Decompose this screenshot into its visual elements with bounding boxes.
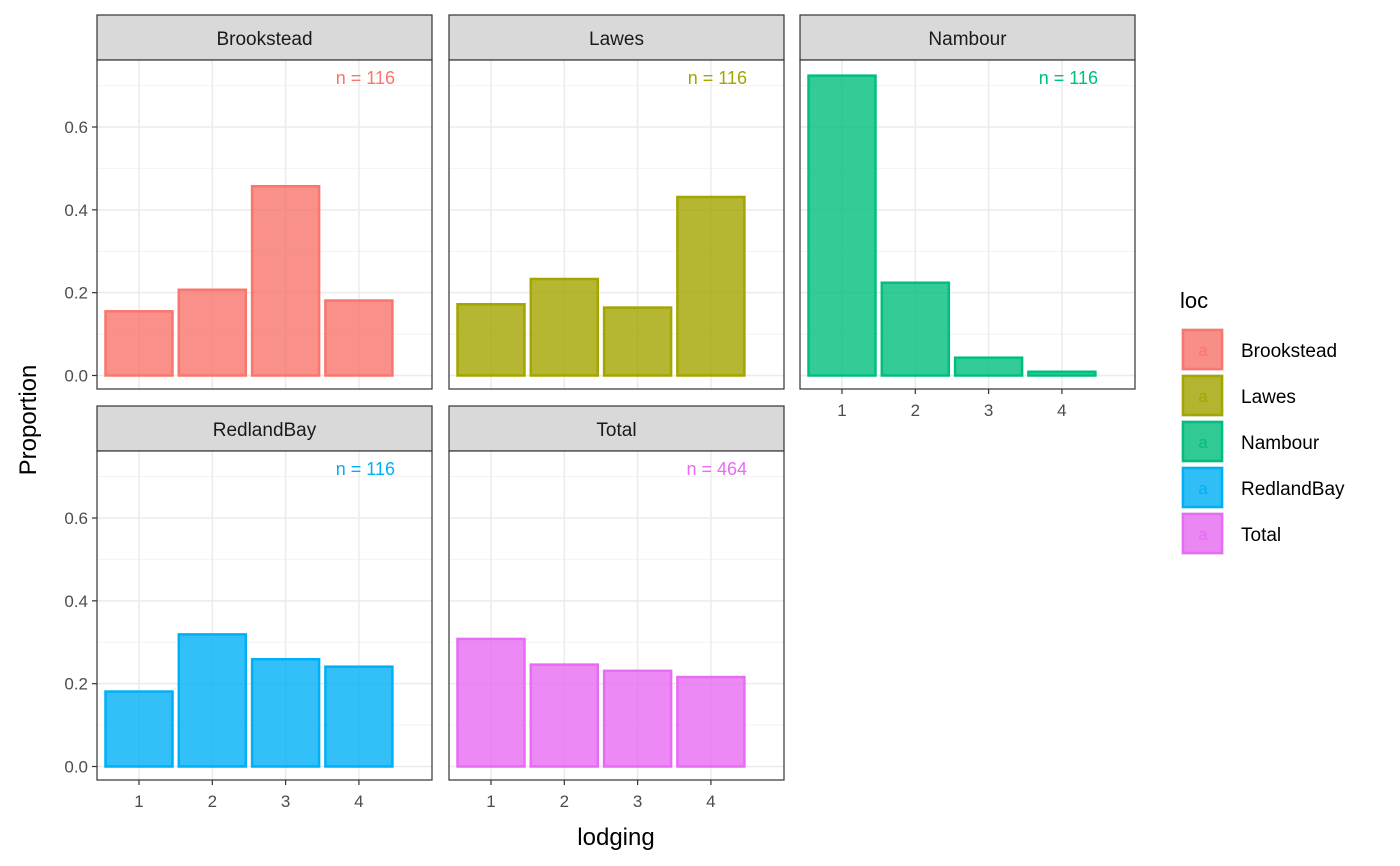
y-tick-label: 0.0 — [64, 758, 88, 777]
facet-strip-label: Total — [596, 420, 636, 441]
bar-redlandbay-2 — [177, 633, 248, 768]
x-tick-label: 1 — [486, 792, 495, 811]
n-label: n = 116 — [336, 68, 395, 88]
bar-brookstead-2 — [177, 288, 248, 377]
x-tick-label: 3 — [281, 792, 290, 811]
bar-nambour-2 — [880, 281, 951, 377]
y-tick-label: 0.2 — [64, 284, 88, 303]
facet-nambour: Nambour n = 116 1 2 3 4 — [799, 14, 1136, 420]
panel-border — [96, 450, 433, 781]
bar-total-4 — [676, 675, 746, 768]
bar-brookstead-3 — [250, 184, 321, 377]
legend-title: loc — [1180, 288, 1208, 313]
facet-strip — [96, 405, 433, 452]
legend-swatch — [1181, 466, 1224, 509]
y-tick-label: 0.4 — [64, 592, 88, 611]
facet-strip-label: Lawes — [589, 29, 644, 50]
legend-key-glyph: a — [1198, 387, 1208, 406]
legend-item-total: a Total — [1181, 512, 1281, 555]
bar-total-2 — [529, 663, 600, 768]
bar-lawes-3 — [602, 306, 673, 377]
bar-redlandbay-1 — [104, 690, 174, 768]
legend-key-glyph: a — [1198, 479, 1208, 498]
legend-key-glyph: a — [1198, 525, 1208, 544]
facet-redlandbay: RedlandBay n = 116 0.0 0.2 0.4 0.6 1 2 3 4 — [64, 405, 433, 811]
legend-item-lawes: a Lawes — [1181, 374, 1296, 417]
y-tick-label: 0.4 — [64, 201, 88, 220]
bar-nambour-3 — [953, 356, 1024, 377]
x-tick-label: 4 — [354, 792, 363, 811]
legend-key-glyph: a — [1198, 341, 1208, 360]
x-tick-label: 1 — [134, 792, 143, 811]
facet-panels: Brookstead n = 116 0.0 0.2 0.4 0.6 Lawes n = 11… — [64, 14, 1136, 811]
legend-swatch — [1181, 328, 1224, 371]
legend-item-brookstead: a Brookstead — [1181, 328, 1337, 371]
legend-label: Total — [1241, 525, 1281, 546]
legend-item-nambour: a Nambour — [1181, 420, 1320, 463]
bar-lawes-2 — [529, 277, 600, 377]
n-label: n = 464 — [686, 459, 747, 479]
facet-strip — [799, 14, 1136, 61]
x-tick-label: 2 — [208, 792, 217, 811]
facet-strip-label: RedlandBay — [213, 420, 317, 441]
x-tick-label: 2 — [911, 401, 920, 420]
n-label: n = 116 — [688, 68, 747, 88]
bar-total-3 — [602, 669, 673, 768]
facet-brookstead: Brookstead n = 116 0.0 0.2 0.4 0.6 — [64, 14, 433, 390]
x-tick-label: 1 — [837, 401, 846, 420]
bar-redlandbay-3 — [250, 657, 321, 768]
bar-redlandbay-4 — [324, 665, 394, 768]
facet-strip — [96, 14, 433, 61]
bar-brookstead-4 — [324, 299, 394, 377]
legend: loc a Brookstead a Lawes a Nambour a RedlandBay… — [1180, 288, 1345, 555]
legend-swatch — [1181, 374, 1224, 417]
facet-lawes: Lawes n = 116 — [448, 14, 785, 390]
bar-nambour-4 — [1027, 370, 1097, 377]
bar-total-1 — [456, 637, 526, 768]
legend-swatch — [1181, 512, 1224, 555]
panel-border — [448, 59, 785, 390]
x-tick-label: 3 — [633, 792, 642, 811]
bar-brookstead-1 — [104, 310, 174, 377]
panel-border — [799, 59, 1136, 390]
x-tick-label: 2 — [560, 792, 569, 811]
n-label: n = 116 — [1039, 68, 1098, 88]
y-tick-label: 0.2 — [64, 675, 88, 694]
x-tick-label: 4 — [1057, 401, 1066, 420]
legend-label: Lawes — [1241, 387, 1296, 408]
panel-border — [96, 59, 433, 390]
facet-strip-label: Brookstead — [216, 29, 312, 50]
legend-item-redlandbay: a RedlandBay — [1181, 466, 1345, 509]
x-tick-label: 4 — [706, 792, 715, 811]
x-axis-label: lodging — [577, 824, 654, 851]
y-tick-label: 0.6 — [64, 118, 88, 137]
bar-lawes-4 — [676, 195, 746, 377]
legend-label: Brookstead — [1241, 341, 1337, 362]
legend-swatch — [1181, 420, 1224, 463]
legend-label: RedlandBay — [1241, 479, 1345, 500]
n-label: n = 116 — [336, 459, 395, 479]
x-tick-label: 3 — [984, 401, 993, 420]
y-tick-label: 0.0 — [64, 367, 88, 386]
facet-total: Total n = 464 1 2 3 4 — [448, 405, 785, 811]
panel-border — [448, 450, 785, 781]
legend-label: Nambour — [1241, 433, 1320, 454]
bar-nambour-1 — [807, 74, 877, 377]
y-tick-label: 0.6 — [64, 509, 88, 528]
legend-key-glyph: a — [1198, 433, 1208, 452]
facet-strip-label: Nambour — [928, 29, 1007, 50]
y-axis-label: Proportion — [15, 365, 42, 476]
bar-lawes-1 — [456, 303, 526, 377]
